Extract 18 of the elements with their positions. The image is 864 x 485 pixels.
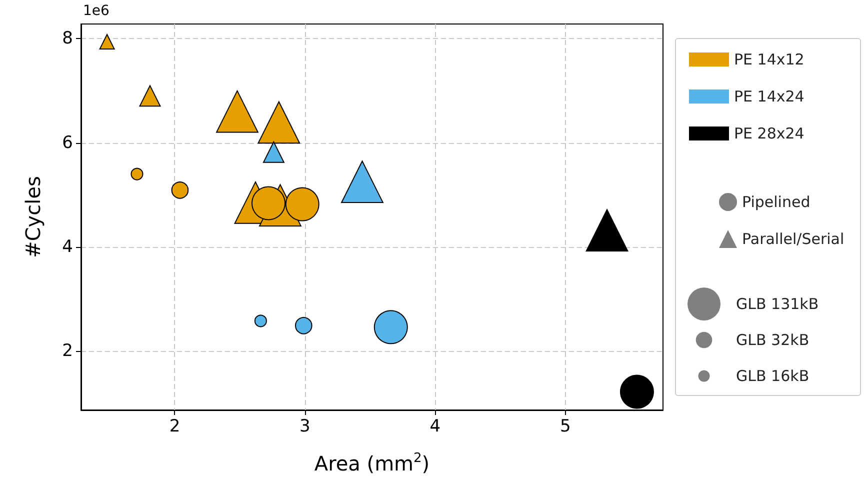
legend-label: Pipelined	[742, 193, 810, 211]
y-tick-label: 6	[62, 132, 73, 153]
legend-label: Parallel/Serial	[742, 230, 844, 248]
legend-label: GLB 131kB	[736, 295, 819, 313]
y-axis-title: #Cycles	[21, 176, 45, 258]
legend-label: GLB 16kB	[736, 367, 810, 385]
y-tick-label: 8	[62, 28, 73, 49]
legend-label: PE 14x24	[734, 88, 804, 106]
x-tick-label: 5	[560, 416, 571, 436]
x-tick-label: 3	[300, 416, 310, 436]
x-tick-label: 2	[169, 416, 180, 436]
legend-label: GLB 32kB	[736, 331, 810, 349]
legend-label: PE 28x24	[734, 124, 804, 142]
y-tick-label: 4	[62, 236, 73, 257]
text: 1e6	[83, 3, 110, 19]
legend-label: PE 14x12	[734, 50, 804, 68]
x-tick-label: 4	[430, 416, 441, 436]
y-tick-label: 2	[62, 341, 73, 362]
